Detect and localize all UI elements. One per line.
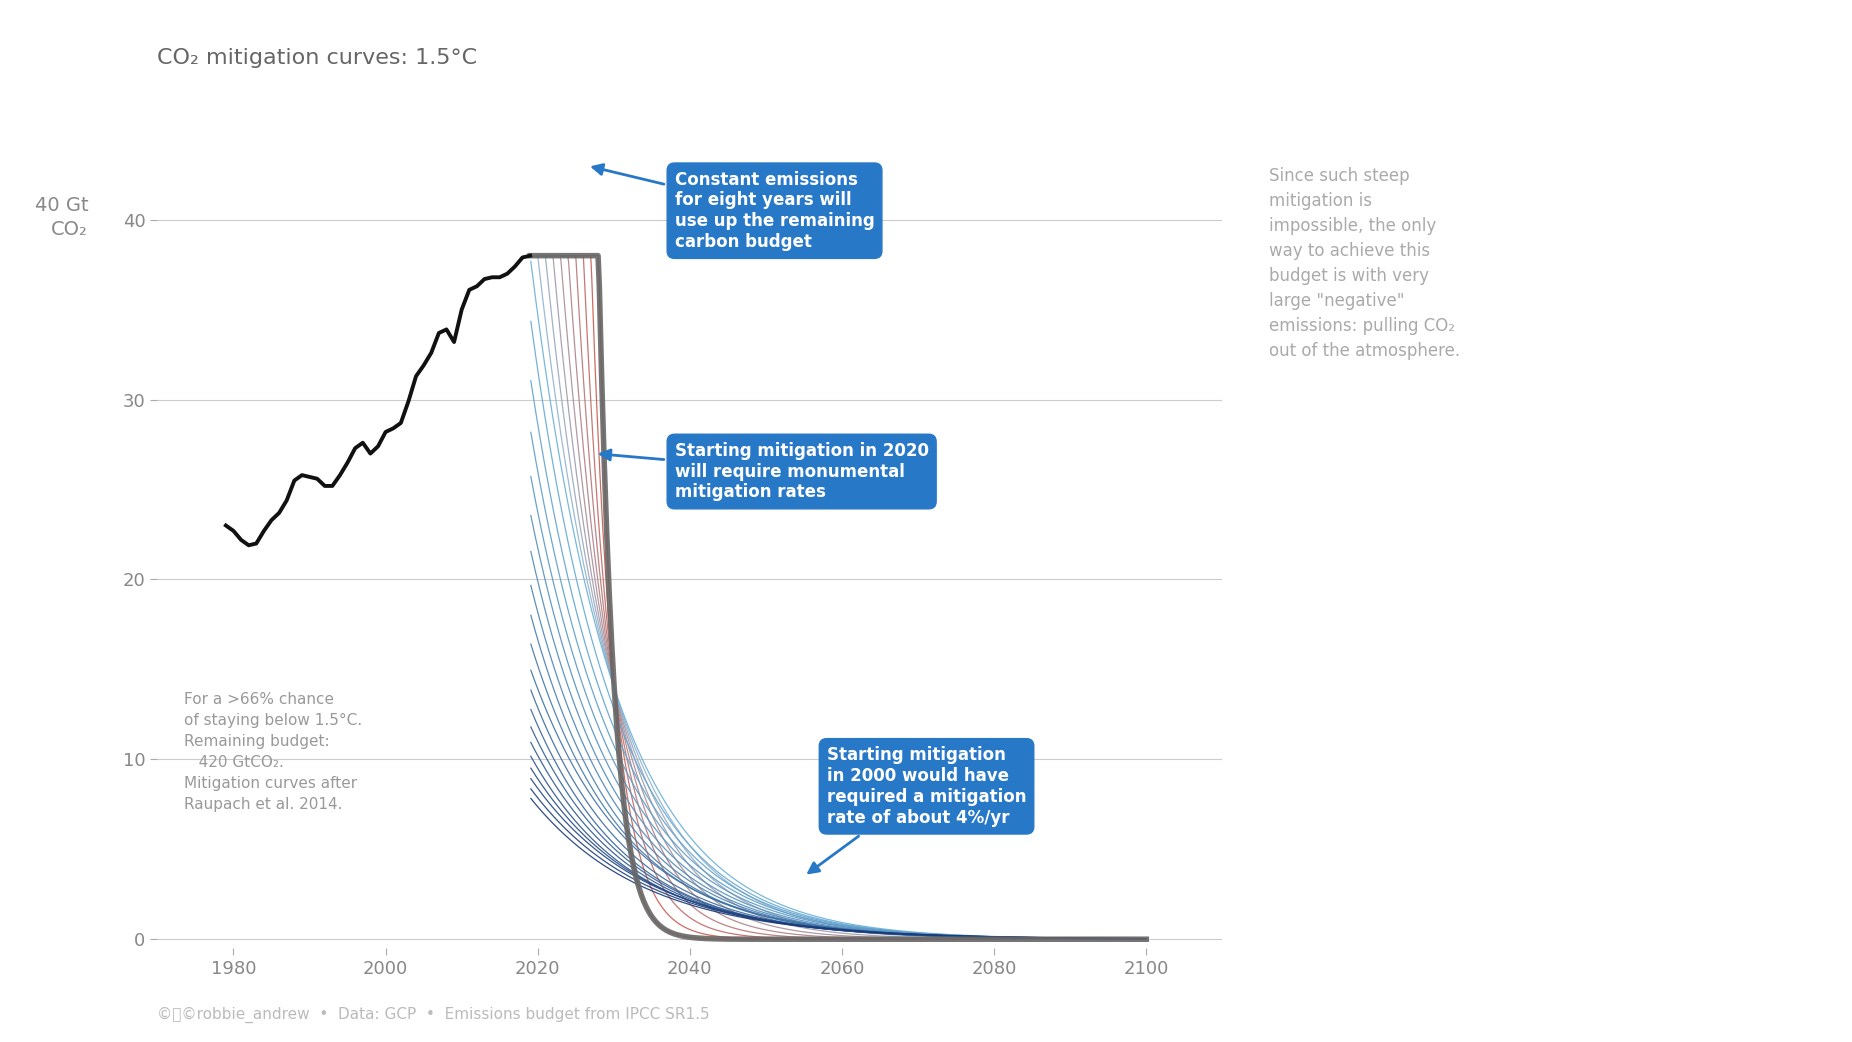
Text: CO₂ mitigation curves: 1.5°C: CO₂ mitigation curves: 1.5°C	[157, 48, 478, 68]
Text: 40 Gt
CO₂: 40 Gt CO₂	[35, 197, 89, 239]
Text: Starting mitigation
in 2000 would have
required a mitigation
rate of about 4%/yr: Starting mitigation in 2000 would have r…	[809, 746, 1026, 873]
Text: ©Ⓡ©robbie_andrew  •  Data: GCP  •  Emissions budget from IPCC SR1.5: ©Ⓡ©robbie_andrew • Data: GCP • Emissions…	[157, 1007, 709, 1023]
Text: Since such steep
mitigation is
impossible, the only
way to achieve this
budget i: Since such steep mitigation is impossibl…	[1269, 167, 1459, 359]
Text: Starting mitigation in 2020
will require monumental
mitigation rates: Starting mitigation in 2020 will require…	[600, 442, 928, 501]
Text: For a >66% chance
of staying below 1.5°C.
Remaining budget:
   420 GtCO₂.
Mitiga: For a >66% chance of staying below 1.5°C…	[183, 692, 363, 812]
Text: Constant emissions
for eight years will
use up the remaining
carbon budget: Constant emissions for eight years will …	[593, 165, 874, 251]
